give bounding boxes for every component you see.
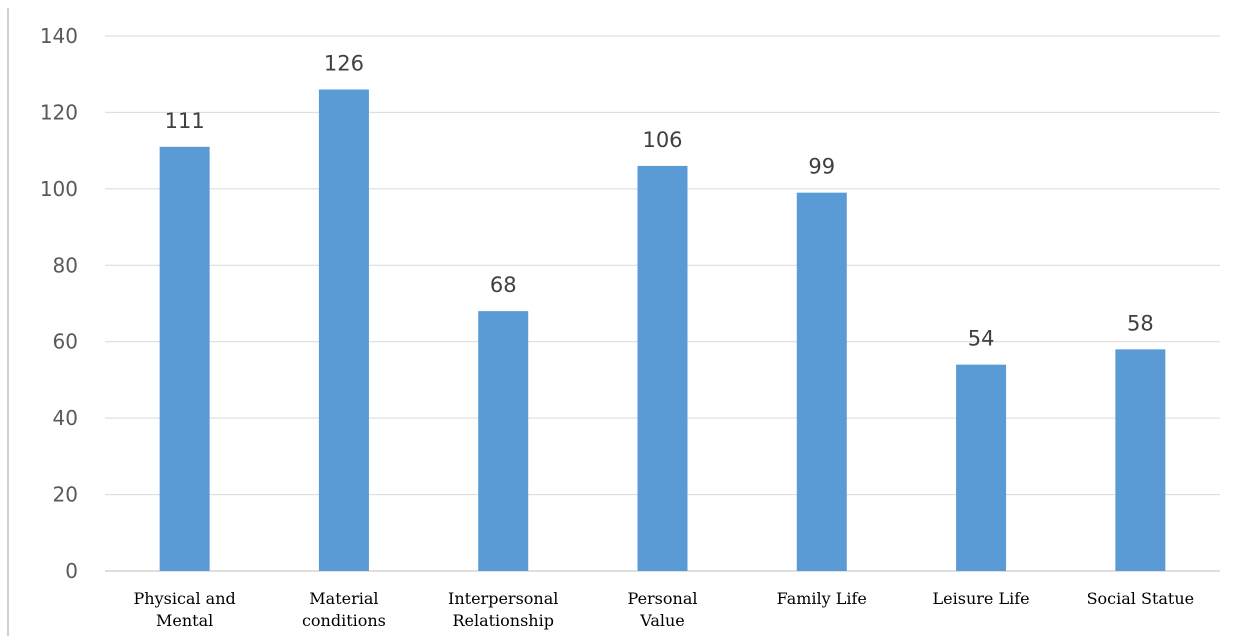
bar bbox=[956, 364, 1007, 571]
bar bbox=[318, 89, 369, 571]
data-labels: 111 126 68 106 99 54 58 bbox=[165, 52, 1154, 351]
y-tick-label: 80 bbox=[53, 253, 78, 277]
y-tick-label: 120 bbox=[40, 100, 78, 124]
bar bbox=[159, 146, 210, 572]
x-category-label: Value bbox=[639, 611, 685, 630]
y-tick-label: 140 bbox=[40, 24, 78, 48]
x-category-label: Mental bbox=[156, 611, 213, 630]
data-label: 111 bbox=[165, 109, 205, 133]
x-category-label: Material bbox=[309, 589, 378, 608]
data-label: 54 bbox=[968, 327, 995, 351]
y-tick-label: 20 bbox=[53, 483, 78, 507]
x-category-label: Family Life bbox=[777, 589, 867, 608]
bar bbox=[478, 311, 529, 571]
data-label: 126 bbox=[324, 52, 364, 76]
x-category-label: Relationship bbox=[452, 611, 554, 630]
x-category-label: Interpersonal bbox=[448, 589, 558, 608]
y-tick-label: 60 bbox=[53, 330, 78, 354]
bar bbox=[796, 192, 847, 571]
y-tick-label: 0 bbox=[65, 559, 78, 583]
data-label: 58 bbox=[1127, 311, 1154, 335]
x-axis-category-labels: Physical and Mental Material conditions Inte… bbox=[134, 589, 1195, 630]
x-category-label: conditions bbox=[302, 611, 386, 630]
data-label: 68 bbox=[490, 273, 517, 297]
x-category-label: Social Statue bbox=[1087, 589, 1195, 608]
x-category-label: Physical and bbox=[134, 589, 236, 608]
data-label: 99 bbox=[808, 155, 835, 179]
bar bbox=[637, 165, 688, 571]
x-category-label: Leisure Life bbox=[933, 589, 1030, 608]
y-tick-label: 40 bbox=[53, 406, 78, 430]
bar bbox=[1115, 349, 1166, 571]
bars bbox=[159, 89, 1166, 572]
y-axis-tick-labels: 0 20 40 60 80 100 120 140 bbox=[40, 24, 78, 583]
x-category-label: Personal bbox=[628, 589, 698, 608]
data-label: 106 bbox=[642, 128, 682, 152]
y-tick-label: 100 bbox=[40, 177, 78, 201]
